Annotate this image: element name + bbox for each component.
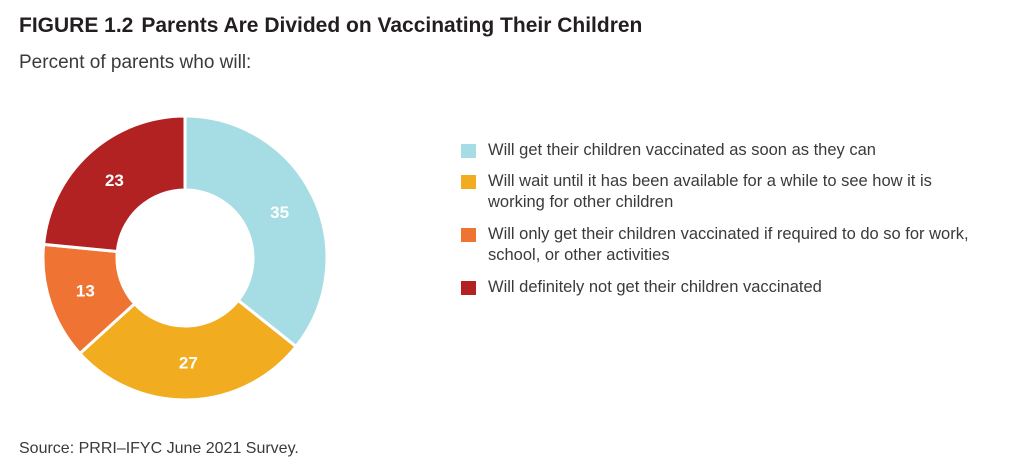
figure-title: Parents Are Divided on Vaccinating Their… — [141, 14, 643, 37]
legend-swatch — [461, 281, 476, 295]
legend-item: Will definitely not get their children v… — [461, 277, 981, 298]
slice-value-label: 27 — [179, 353, 198, 372]
chart-subtitle: Percent of parents who will: — [19, 52, 252, 73]
legend-item: Will wait until it has been available fo… — [461, 171, 981, 213]
legend-swatch — [461, 175, 476, 189]
donut-slice-wait-and-see — [77, 298, 299, 402]
legend-item: Will get their children vaccinated as so… — [461, 140, 981, 161]
donut-labels: 35 27 13 23 — [76, 171, 289, 373]
donut-slices — [41, 114, 329, 402]
donut-slice-vaccinate-asap — [183, 114, 329, 349]
slice-value-label: 23 — [105, 171, 124, 190]
legend-label: Will only get their children vaccinated … — [488, 225, 969, 264]
chart-legend: Will get their children vaccinated as so… — [461, 140, 981, 298]
source-note: Source: PRRI–IFYC June 2021 Survey. — [19, 440, 299, 457]
donut-slice-definitely-not — [42, 114, 187, 254]
donut-chart: 35 27 13 23 — [41, 114, 329, 402]
legend-swatch — [461, 228, 476, 242]
figure-number: FIGURE 1.2 — [19, 14, 134, 37]
chart-title: FIGURE 1.2 Parents Are Divided on Vaccina… — [19, 14, 642, 38]
legend-label: Will get their children vaccinated as so… — [488, 141, 876, 159]
legend-label: Will wait until it has been available fo… — [488, 172, 932, 211]
legend-swatch — [461, 144, 476, 158]
slice-value-label: 35 — [270, 203, 289, 222]
legend-label: Will definitely not get their children v… — [488, 278, 822, 296]
legend-item: Will only get their children vaccinated … — [461, 224, 981, 266]
slice-value-label: 13 — [76, 282, 95, 301]
